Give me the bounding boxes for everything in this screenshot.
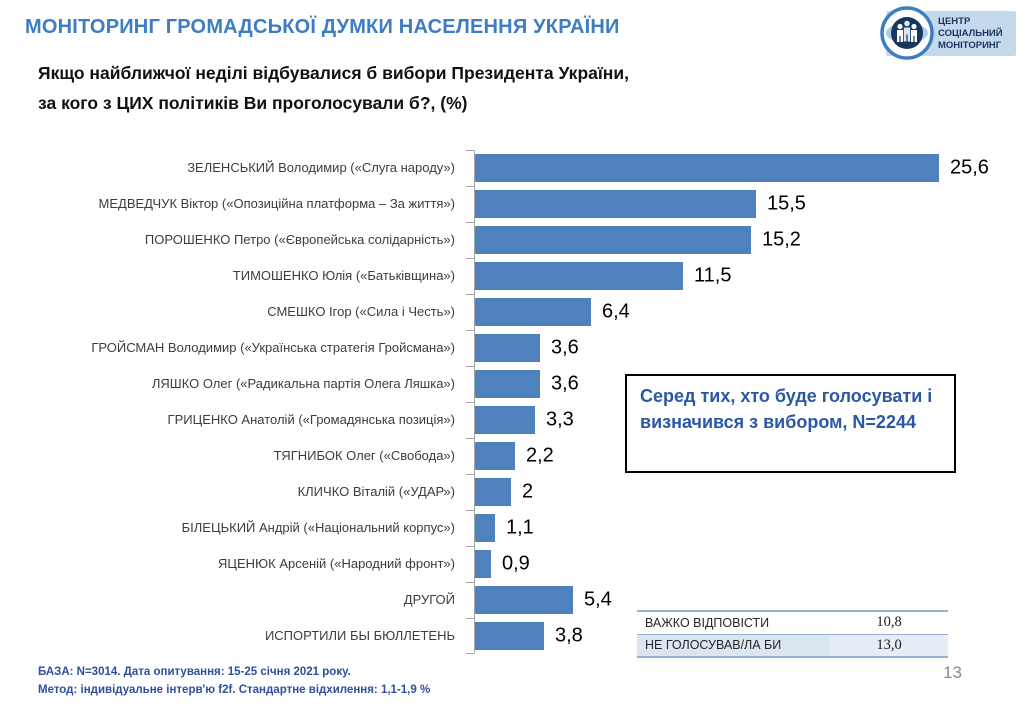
bar [475,622,544,650]
category-label: ЗЕЛЕНСЬКИЙ Володимир («Слуга народу») [187,159,455,175]
logo-text-line1: ЦЕНТР [938,16,971,27]
bar [475,406,535,434]
chart-row: БІЛЕЦЬКИЙ Андрій («Національний корпус»)… [0,510,1014,546]
value-label: 3,8 [555,624,583,647]
chart-row: СМЕШКО Ігор («Сила і Честь») 6,4 [0,294,1014,330]
value-label: 0,9 [502,552,530,575]
annotation-text: Серед тих, хто буде голосувати і визначи… [640,386,933,433]
org-logo: ЦЕНТР СОЦІАЛЬНИЙ МОНІТОРИНГ [872,4,1022,62]
chart-row: ДРУГОЙ 5,4 [0,582,1014,618]
plot-cell: 6,4 [466,294,1014,330]
value-label: 3,3 [546,408,574,431]
value-label: 3,6 [551,372,579,395]
category-label: МЕДВЕДЧУК Віктор («Опозиційна платформа … [98,195,455,211]
side-table: ВАЖКО ВІДПОВІСТИ 10,8 НЕ ГОЛОСУВАВ/ЛА БИ 13… [637,610,948,658]
bar [475,586,573,614]
plot-cell: 3,6 [466,330,1014,366]
plot-cell: 2 [466,474,1014,510]
chart-row: ЯЦЕНЮК Арсеній («Народний фронт») 0,9 [0,546,1014,582]
bar [475,298,591,326]
plot-cell: 3,3 [466,402,1014,438]
category-label: СМЕШКО Ігор («Сила і Честь») [267,303,455,319]
chart-axis-line [474,150,475,653]
value-label: 25,6 [950,156,989,179]
plot-cell: 3,6 [466,366,1014,402]
chart-row: ГРИЦЕНКО Анатолій («Громадянська позиція… [0,402,1014,438]
bar [475,514,495,542]
page-number: 13 [943,663,962,682]
value-label: 15,2 [762,228,801,251]
value-label: 15,5 [767,192,806,215]
footer-method-line: Метод: індивідуальне інтерв'ю f2f. Станд… [38,684,431,697]
bar [475,262,683,290]
chart-row: ТИМОШЕНКО Юлія («Батьківщина») 11,5 [0,258,1014,294]
plot-cell: 15,5 [466,186,1014,222]
bar [475,550,491,578]
value-label: 2,2 [526,444,554,467]
bar [475,154,939,182]
chart-row: ЗЕЛЕНСЬКИЙ Володимир («Слуга народу») 25,… [0,150,1014,186]
value-label: 3,6 [551,336,579,359]
bar-chart: ЗЕЛЕНСЬКИЙ Володимир («Слуга народу») 25,… [0,150,1014,654]
value-label: 11,5 [694,264,732,287]
question-text: Якщо найближчої неділі відбувалися б виб… [38,58,629,118]
logo-emblem-icon: ЦЕНТР СОЦІАЛЬНИЙ МОНІТОРИНГ [880,6,1016,60]
side-table-value: 10,8 [830,610,948,635]
footer-base-line: БАЗА: N=3014. Дата опитування: 15-25 січ… [38,666,351,678]
annotation-box: Серед тих, хто буде голосувати і визначи… [625,374,956,473]
category-label: ГРИЦЕНКО Анатолій («Громадянська позиція… [167,411,455,427]
bar [475,190,756,218]
plot-cell: 2,2 [466,438,1014,474]
question-line-2: за кого з ЦИХ політиків Ви проголосували… [38,93,468,113]
chart-row: ИСПОРТИЛИ БЫ БЮЛЛЕТЕНЬ 3,8 [0,618,1014,654]
logo-text-line3: МОНІТОРИНГ [938,40,1002,51]
plot-cell: 0,9 [466,546,1014,582]
bar [475,442,515,470]
footer-note: БАЗА: N=3014. Дата опитування: 15-25 січ… [38,663,430,700]
side-table-label: ВАЖКО ВІДПОВІСТИ [637,610,830,635]
plot-cell: 15,2 [466,222,1014,258]
side-table-value: 13,0 [830,634,948,658]
plot-cell: 1,1 [466,510,1014,546]
bar [475,478,511,506]
category-label: ГРОЙСМАН Володимир («Українська стратегі… [91,339,455,355]
value-label: 6,4 [602,300,630,323]
chart-row: ТЯГНИБОК Олег («Свобода») 2,2 [0,438,1014,474]
category-label: БІЛЕЦЬКИЙ Андрій («Національний корпус») [181,519,455,535]
category-label: ЯЦЕНЮК Арсеній («Народний фронт») [217,555,455,571]
value-label: 5,4 [584,588,612,611]
bar [475,226,751,254]
bar [475,370,540,398]
bar [475,334,540,362]
category-label: ПОРОШЕНКО Петро («Європейська солідарніс… [144,231,455,247]
side-table-row: ВАЖКО ВІДПОВІСТИ 10,8 [637,610,948,635]
category-label: ЛЯШКО Олег («Радикальна партія Олега Ляш… [151,375,455,391]
category-label: КЛИЧКО Віталій («УДАР») [297,483,455,499]
side-table-row: НЕ ГОЛОСУВАВ/ЛА БИ 13,0 [637,634,948,658]
plot-cell: 3,8 [466,618,1014,654]
logo-text-line2: СОЦІАЛЬНИЙ [938,27,1003,39]
category-label: ТЯГНИБОК Олег («Свобода») [273,447,455,463]
category-label: ТИМОШЕНКО Юлія («Батьківщина») [232,267,455,283]
plot-cell: 5,4 [466,582,1014,618]
value-label: 1,1 [506,516,534,539]
category-label: ДРУГОЙ [403,591,455,607]
plot-cell: 11,5 [466,258,1014,294]
chart-row: КЛИЧКО Віталій («УДАР») 2 [0,474,1014,510]
side-table-label: НЕ ГОЛОСУВАВ/ЛА БИ [637,634,830,658]
chart-row: ЛЯШКО Олег («Радикальна партія Олега Ляш… [0,366,1014,402]
category-label: ИСПОРТИЛИ БЫ БЮЛЛЕТЕНЬ [264,627,455,643]
chart-row: ГРОЙСМАН Володимир («Українська стратегі… [0,330,1014,366]
question-line-1: Якщо найближчої неділі відбувалися б виб… [38,63,629,83]
chart-row: ПОРОШЕНКО Петро («Європейська солідарніс… [0,222,1014,258]
page-title: МОНІТОРИНГ ГРОМАДСЬКОЇ ДУМКИ НАСЕЛЕННЯ У… [25,16,620,38]
value-label: 2 [522,480,534,503]
chart-row: МЕДВЕДЧУК Віктор («Опозиційна платформа … [0,186,1014,222]
plot-cell: 25,6 [466,150,1014,186]
